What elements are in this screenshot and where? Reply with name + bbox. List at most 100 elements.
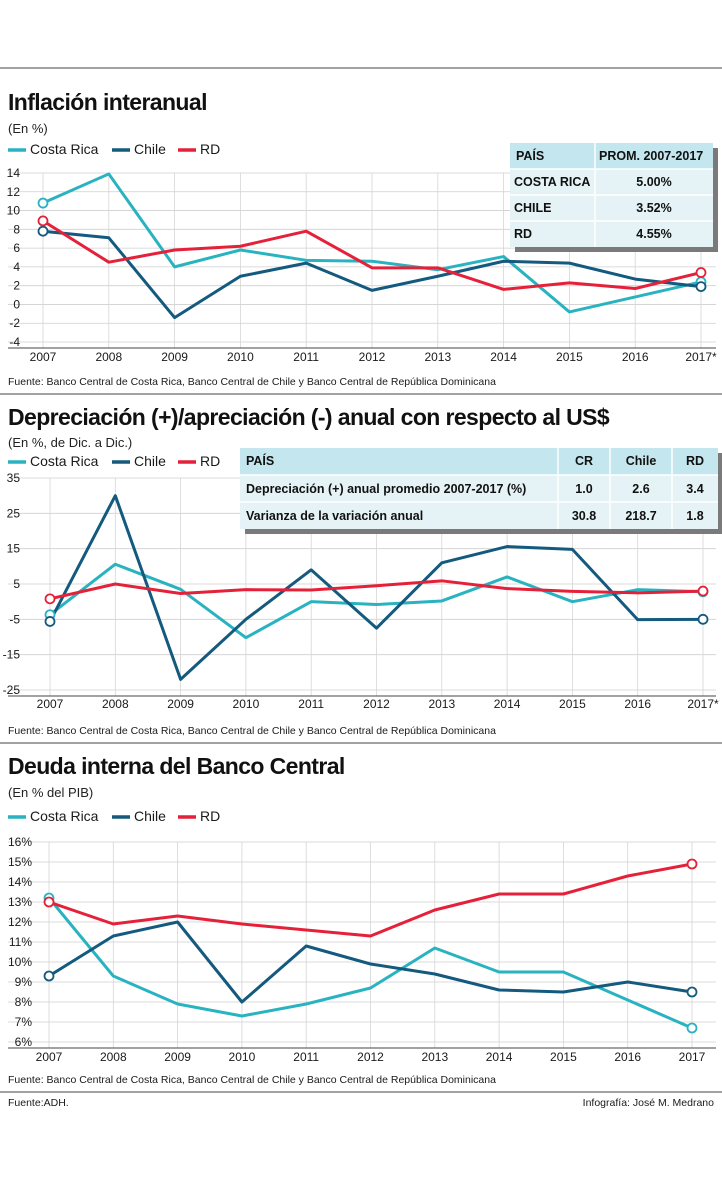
x-tick-label: 2014	[494, 697, 521, 711]
x-tick-label: 2017*	[685, 350, 717, 364]
y-tick-label: 2	[13, 279, 20, 293]
legend-label: Costa Rica	[30, 141, 99, 157]
x-tick-label: 2016	[614, 1050, 641, 1064]
data-point-chile	[686, 986, 698, 998]
source-note: Fuente: Banco Central de Costa Rica, Ban…	[8, 1074, 496, 1086]
x-tick-label: 2012	[357, 1050, 384, 1064]
series-line-costa-rica	[48, 562, 705, 640]
x-tick-label: 2015	[556, 350, 583, 364]
y-tick-label: 7%	[15, 1015, 33, 1029]
legend-label: RD	[200, 808, 220, 824]
legend-item-rd: RD	[178, 808, 220, 824]
chart-subtitle: (En % del PIB)	[8, 785, 93, 800]
table-header-cell: PAÍS	[246, 453, 274, 468]
chart-title: Depreciación (+)/apreciación (-) anual c…	[8, 404, 610, 430]
table-cell: 4.55%	[636, 227, 671, 241]
y-tick-label: 11%	[9, 935, 32, 949]
x-tick-label: 2016	[624, 697, 651, 711]
legend-item-costa-rica: Costa Rica	[8, 141, 99, 157]
y-tick-label: 9%	[15, 975, 33, 989]
table-cell: CHILE	[514, 201, 552, 215]
table-cell: 2.6	[632, 482, 649, 496]
y-tick-label: 16%	[8, 835, 32, 849]
table-cell: COSTA RICA	[514, 175, 590, 189]
y-tick-label: 15	[7, 542, 21, 556]
table-cell: 3.4	[686, 482, 703, 496]
y-tick-label: -4	[9, 335, 20, 349]
data-point-costa-rica	[37, 197, 49, 209]
y-tick-label: -5	[9, 612, 20, 626]
y-tick-label: -25	[3, 683, 21, 697]
table-cell: Depreciación (+) anual promedio 2007-201…	[246, 482, 526, 496]
table-row-bg	[510, 195, 713, 221]
x-tick-label: 2011	[298, 697, 324, 711]
y-tick-label: 6%	[15, 1035, 33, 1049]
y-tick-label: 5	[13, 577, 20, 591]
footer-source: Fuente:ADH.	[8, 1097, 69, 1109]
chart-1: Inflación interanual (En %) Costa Rica Chil…	[0, 89, 722, 395]
x-tick-label: 2015	[550, 1050, 577, 1064]
table-header-bg	[510, 143, 713, 169]
x-tick-label: 2008	[100, 1050, 127, 1064]
legend-item-chile: Chile	[112, 141, 166, 157]
footer-credit: Infografía: José M. Medrano	[583, 1097, 714, 1109]
x-tick-label: 2016	[622, 350, 649, 364]
y-tick-label: 12%	[8, 915, 32, 929]
x-tick-label: 2013	[424, 350, 451, 364]
x-tick-label: 2009	[167, 697, 194, 711]
x-tick-label: 2017	[679, 1050, 706, 1064]
series-line-chile	[47, 920, 694, 1004]
variance-table: PAÍS CR Chile RD Depreciación (+) anual prom…	[240, 448, 722, 534]
table-cell: 3.52%	[636, 201, 671, 215]
table-header-cell: PAÍS	[516, 148, 544, 163]
chart-2: Depreciación (+)/apreciación (-) anual c…	[0, 404, 722, 744]
y-tick-label: 6	[13, 241, 20, 255]
legend-item-costa-rica: Costa Rica	[8, 453, 99, 469]
x-tick-label: 2007	[36, 1050, 63, 1064]
data-point-chile	[37, 225, 49, 237]
y-tick-label: 15%	[8, 855, 32, 869]
x-tick-label: 2014	[490, 350, 517, 364]
data-point-rd	[697, 585, 709, 597]
table-header-bg	[240, 448, 718, 475]
x-tick-label: 2014	[486, 1050, 513, 1064]
legend-item-costa-rica: Costa Rica	[8, 808, 99, 824]
x-tick-label: 2013	[421, 1050, 448, 1064]
data-point-chile	[695, 281, 707, 293]
table-row-bg	[510, 221, 713, 247]
chart-title: Inflación interanual	[8, 89, 207, 115]
table-header-cell: RD	[686, 454, 704, 468]
y-tick-label: 10	[7, 204, 21, 218]
x-tick-label: 2013	[428, 697, 455, 711]
legend-label: Chile	[134, 141, 166, 157]
table-cell: RD	[514, 227, 532, 241]
table-header-cell: CR	[575, 454, 593, 468]
series-line-chile	[48, 494, 705, 681]
series-line-rd	[41, 219, 703, 291]
legend-label: Chile	[134, 453, 166, 469]
y-tick-label: -15	[3, 648, 21, 662]
x-tick-label: 2015	[559, 697, 586, 711]
y-tick-label: 10%	[8, 955, 32, 969]
data-point-rd	[686, 858, 698, 870]
data-point-costa-rica	[686, 1022, 698, 1034]
table-cell: 5.00%	[636, 175, 671, 189]
y-tick-label: 13%	[8, 895, 32, 909]
data-point-chile	[44, 616, 56, 627]
source-note: Fuente: Banco Central de Costa Rica, Ban…	[8, 376, 496, 388]
y-tick-label: 8%	[15, 995, 33, 1009]
series-line-chile	[41, 229, 703, 320]
y-tick-label: 4	[13, 260, 20, 274]
legend-item-rd: RD	[178, 141, 220, 157]
data-point-rd	[695, 267, 707, 278]
x-tick-label: 2009	[161, 350, 188, 364]
table-cell: Varianza de la variación anual	[246, 509, 423, 523]
legend-item-chile: Chile	[112, 453, 166, 469]
series-line-rd	[48, 579, 705, 601]
chart-subtitle: (En %, de Dic. a Dic.)	[8, 435, 132, 450]
x-tick-label: 2011	[293, 350, 319, 364]
legend-label: Costa Rica	[30, 453, 99, 469]
chart-subtitle: (En %)	[8, 121, 48, 136]
table-cell: 30.8	[572, 509, 596, 523]
